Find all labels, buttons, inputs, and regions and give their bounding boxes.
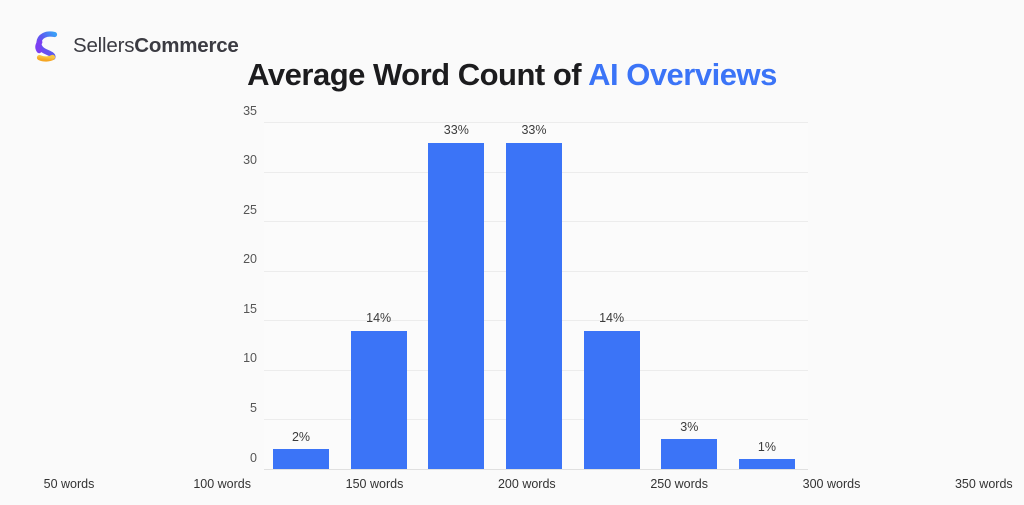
x-axis-labels: 50 words 100 words 150 words 200 words 250 w… <box>41 477 1013 491</box>
bar-chart: 0 5 10 15 20 25 30 35 2% 14% 33% 33% 14% 3% 1% <box>232 104 808 476</box>
bar-wrapper: 3% <box>661 421 718 469</box>
bar-wrapper: 1% <box>738 441 795 469</box>
x-axis-category-label: 50 words <box>43 477 95 491</box>
bar-value-label: 14% <box>366 311 392 326</box>
y-axis-tick-label: 10 <box>243 351 257 366</box>
bar-value-label: 33% <box>443 123 469 138</box>
x-axis-category-label: 300 words <box>802 477 861 491</box>
bar-rect[interactable] <box>505 142 562 469</box>
bar-rect[interactable] <box>273 449 329 469</box>
x-axis-category-label: 200 words <box>497 477 556 491</box>
x-axis-category-label: 100 words <box>193 477 252 491</box>
brand-name-bold: Commerce <box>134 33 239 57</box>
bar-rect[interactable] <box>583 330 640 469</box>
y-axis-tick-label: 35 <box>243 103 257 118</box>
gridline <box>264 122 808 123</box>
bar-value-label: 2% <box>291 429 311 444</box>
bar-wrapper: 33% <box>505 124 562 469</box>
bar-value-label: 3% <box>680 419 699 434</box>
bar-rect[interactable] <box>738 459 795 469</box>
sellerscommerce-s-logo-icon <box>35 31 58 62</box>
bars-group: 2% 14% 33% 33% 14% 3% 1% <box>273 123 795 469</box>
bar-rect[interactable] <box>661 439 718 469</box>
x-axis-category-label: 250 words <box>650 477 708 491</box>
brand-wordmark: SellersCommerce <box>73 33 239 57</box>
chart-title-accent: AI Overviews <box>588 57 777 92</box>
bar-wrapper: 2% <box>273 431 329 469</box>
bar-value-label: 33% <box>521 123 547 138</box>
bar-rect[interactable] <box>428 142 485 469</box>
x-axis-category-label: 150 words <box>345 477 404 491</box>
y-axis-tick-label: 15 <box>243 301 257 316</box>
y-axis-tick-label: 0 <box>250 450 257 465</box>
y-axis-tick-label: 30 <box>243 152 257 167</box>
bar-value-label: 14% <box>599 311 625 326</box>
chart-title: Average Word Count of AI Overviews <box>0 57 1024 93</box>
bar-column[interactable]: 14% <box>350 123 407 469</box>
bar-column[interactable]: 14% <box>583 123 640 469</box>
bar-rect[interactable] <box>350 330 407 469</box>
brand-logo: SellersCommerce <box>30 29 239 63</box>
plot-area: 0 5 10 15 20 25 30 35 2% 14% 33% 33% 14% 3% 1% <box>243 104 808 470</box>
bar-wrapper: 14% <box>350 312 407 469</box>
x-axis-category-label: 350 words <box>954 477 1013 491</box>
bar-column[interactable]: 2% <box>273 123 329 469</box>
bar-column[interactable]: 1% <box>738 123 795 469</box>
bar-column[interactable]: 33% <box>428 123 485 469</box>
bar-wrapper: 33% <box>428 124 485 469</box>
bar-wrapper: 14% <box>583 312 640 469</box>
axis-baseline <box>264 469 808 470</box>
chart-title-plain: Average Word Count of <box>247 57 589 92</box>
y-axis-tick-label: 5 <box>250 400 257 415</box>
y-axis-tick-label: 25 <box>243 202 257 217</box>
bar-column[interactable]: 3% <box>661 123 718 469</box>
bar-value-label: 1% <box>757 439 776 454</box>
y-axis-tick-label: 20 <box>243 251 257 266</box>
bar-column[interactable]: 33% <box>505 123 562 469</box>
brand-name-light: Sellers <box>73 33 135 57</box>
